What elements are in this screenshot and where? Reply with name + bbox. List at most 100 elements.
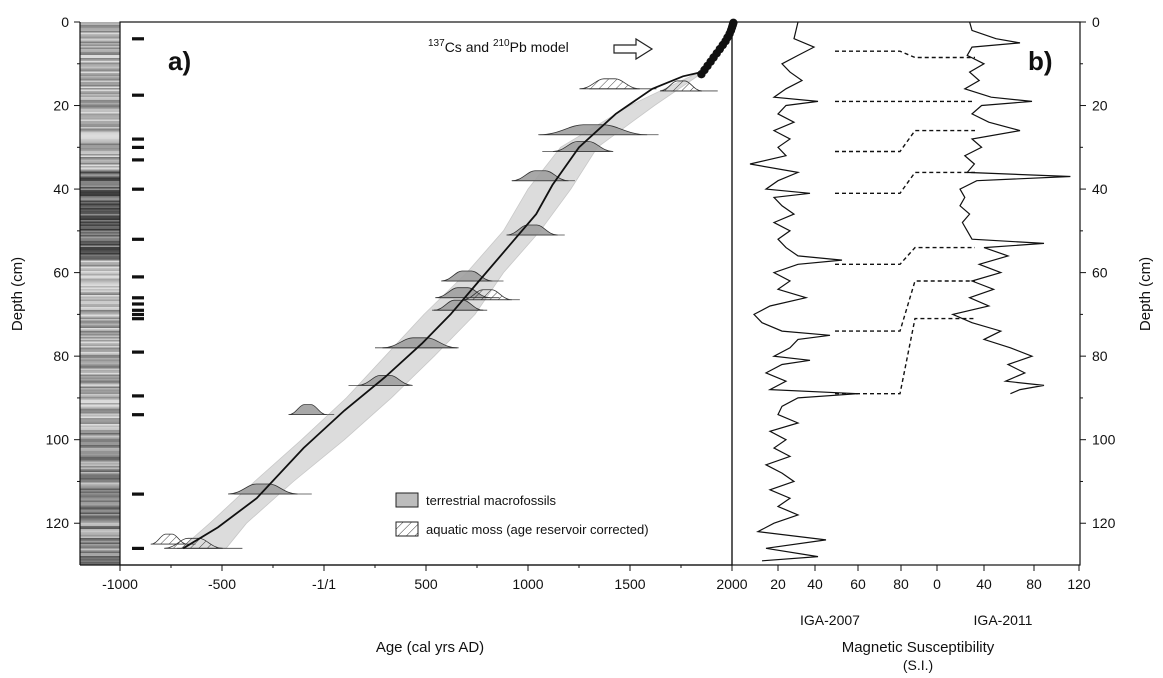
core-lamina [80,469,120,471]
core-lamina [80,155,120,158]
core-lamina [80,439,120,441]
core-lamina [80,100,120,102]
core-lamina [80,140,120,143]
core-lamina [80,554,120,557]
core-lamina [80,493,120,495]
sample-mark [132,137,144,141]
core-lamina [80,449,120,452]
core-lamina [80,533,120,536]
core-lamina [80,385,120,387]
core-lamina [80,70,120,72]
core-lamina [80,368,120,371]
core-lamina [80,265,120,267]
core-lamina [80,109,120,111]
core-lamina [80,203,120,206]
legend-swatch-aquatic [395,521,419,537]
core-lamina [80,101,120,104]
core-lamina [80,37,120,39]
sample-mark [132,93,144,97]
correlation-line [835,171,975,194]
core-lamina [80,133,120,135]
core-lamina [80,284,120,287]
annotation-sup-pb: 210 [493,38,510,49]
core-lamina [80,250,120,252]
core-lamina [80,169,120,171]
core-lamina [80,181,120,183]
core-lamina [80,251,120,254]
core-lamina [80,158,120,161]
annotation-rest: Pb model [510,39,569,55]
core-lamina [80,77,120,80]
core-lamina [80,325,120,327]
core-lamina [80,170,120,173]
core-lamina [80,341,120,344]
core-lamina [80,295,120,297]
core-lamina [80,301,120,303]
core-lamina [80,163,120,165]
x-tick-label-b: 40 [976,576,992,592]
core-lamina [80,524,120,527]
core-lamina [80,515,120,518]
core-lamina [80,247,120,249]
core-lamina [80,298,120,300]
sample-mark [132,308,144,312]
core-lamina [80,166,120,168]
core-lamina [80,508,120,510]
core-lamina [80,200,120,203]
core-lamina [80,76,120,78]
core-lamina [80,239,120,242]
core-lamina [80,65,120,68]
core-lamina [80,506,120,509]
core-lamina [80,518,120,521]
core-lamina [80,304,120,306]
core-lamina [80,394,120,396]
core-lamina [80,509,120,512]
y-tick-label-right: 20 [1092,98,1108,114]
aquatic-moss-sample [462,289,512,301]
core-lamina [80,205,120,207]
core-lamina [80,229,120,231]
sample-mark [132,312,144,317]
core-lamina [80,421,120,423]
series-label-iga-2007: IGA-2007 [800,612,860,628]
sample-mark [132,296,144,300]
core-lamina [80,173,120,176]
y-tick-label-right: 80 [1092,348,1108,364]
core-lamina [80,43,120,45]
core-lamina [80,499,120,501]
core-lamina [80,500,120,503]
core-lamina [80,49,120,51]
core-lamina [80,82,120,84]
core-lamina [80,461,120,464]
core-lamina [80,79,120,81]
core-lamina [80,353,120,356]
core-lamina [80,487,120,489]
core-lamina [80,254,120,257]
core-lamina [80,220,120,222]
core-lamina [80,415,120,417]
core-lamina [80,38,120,41]
core-lamina [80,44,120,47]
core-lamina [80,73,120,75]
core-lamina [80,193,120,195]
core-lamina [80,176,120,179]
core-lamina [80,281,120,284]
core-lamina [80,466,120,468]
core-lamina [80,425,120,428]
core-lamina [80,268,120,270]
y-tick-label-left: 60 [53,265,69,281]
aquatic-moss-sample [579,78,640,90]
core-lamina [80,214,120,216]
core-lamina [80,404,120,407]
core-lamina [80,160,120,162]
core-lamina [80,436,120,438]
core-lamina [80,283,120,285]
core-lamina [80,398,120,401]
sample-mark [132,492,144,496]
core-lamina [80,376,120,378]
core-lamina [80,355,120,357]
x-axis-label-a: Age (cal yrs AD) [376,639,484,656]
core-lamina [80,535,120,537]
core-lamina [80,362,120,365]
core-lamina [80,485,120,488]
